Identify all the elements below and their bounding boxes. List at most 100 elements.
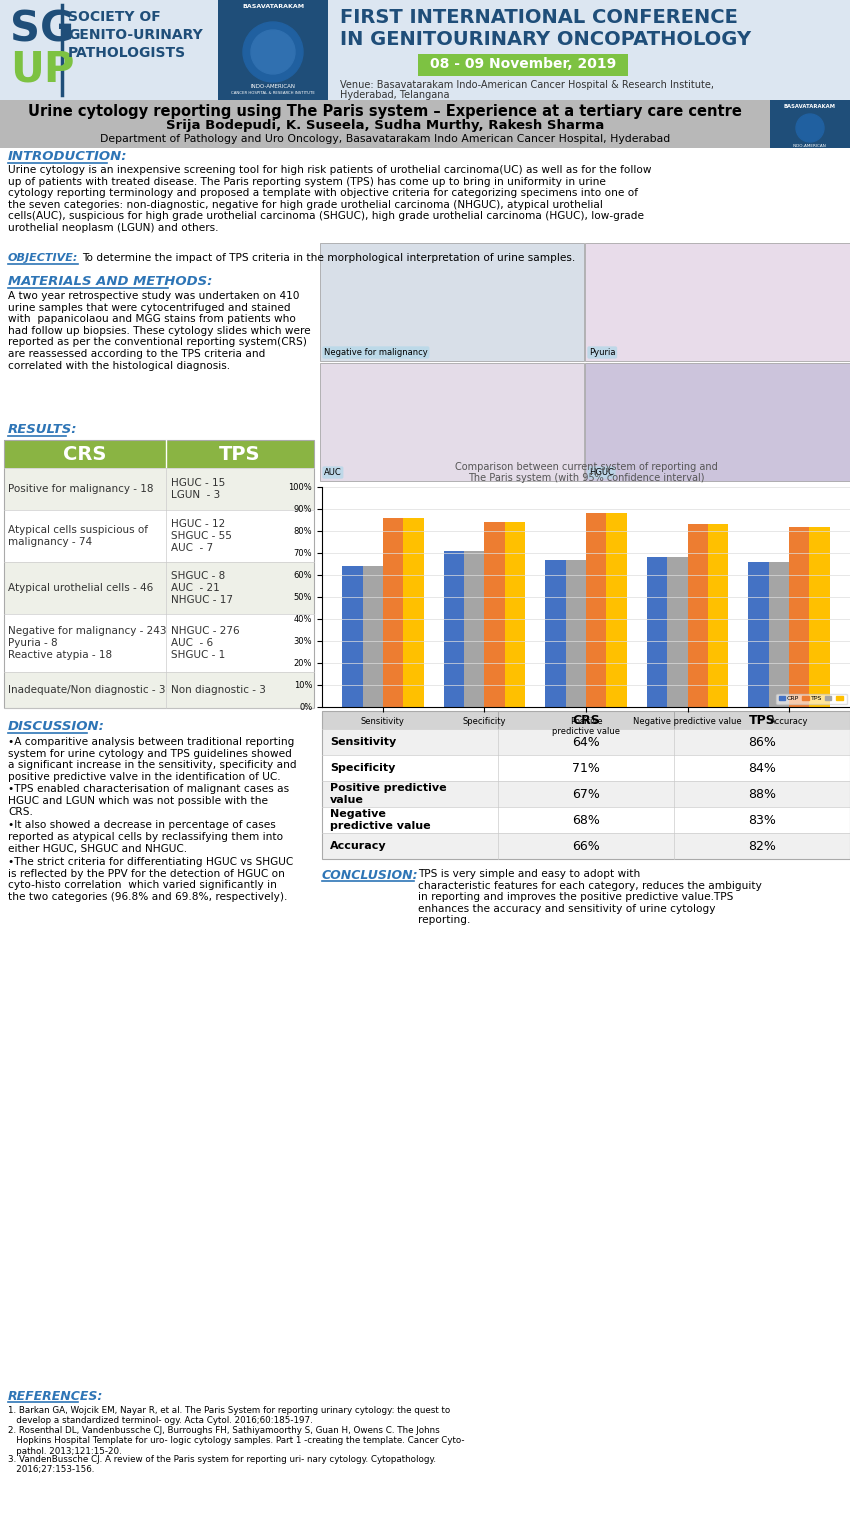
Text: 83%: 83% — [748, 814, 776, 826]
Text: INTRODUCTION:: INTRODUCTION: — [8, 150, 128, 163]
Text: 84%: 84% — [748, 761, 776, 775]
Bar — [218, 0, 328, 100]
Text: 08 - 09 November, 2019: 08 - 09 November, 2019 — [430, 58, 616, 71]
Text: Negative for malignancy - 243
Pyuria - 8
Reactive atypia - 18: Negative for malignancy - 243 Pyuria - 8… — [8, 626, 167, 659]
Bar — [464, 551, 484, 706]
Text: CRS: CRS — [63, 445, 107, 463]
Text: INDO-AMERICAN: INDO-AMERICAN — [251, 84, 296, 90]
Bar — [585, 363, 850, 482]
Text: Department of Pathology and Uro Oncology, Basavatarakam Indo American Cancer Hos: Department of Pathology and Uro Oncology… — [99, 134, 670, 144]
Text: 67%: 67% — [572, 787, 600, 801]
Text: Accuracy: Accuracy — [330, 842, 387, 851]
Bar — [166, 562, 314, 614]
Text: TPS: TPS — [749, 714, 775, 726]
Bar — [322, 755, 850, 781]
Bar — [322, 488, 850, 706]
Text: HGUC - 15
LGUN  - 3: HGUC - 15 LGUN - 3 — [171, 478, 225, 500]
Text: MATERIALS AND METHODS:: MATERIALS AND METHODS: — [8, 275, 212, 289]
Text: SG: SG — [10, 8, 74, 50]
Text: •It also showed a decrease in percentage of cases
reported as atypical cells by : •It also showed a decrease in percentage… — [8, 820, 283, 854]
Bar — [322, 711, 850, 860]
Bar — [809, 527, 830, 706]
Text: AUC: AUC — [324, 468, 342, 477]
Circle shape — [243, 21, 303, 82]
Text: UP: UP — [10, 49, 75, 90]
Bar — [770, 100, 850, 147]
Text: 68%: 68% — [572, 814, 600, 826]
Text: TPS: TPS — [219, 445, 261, 463]
Bar — [0, 100, 770, 147]
Text: Non diagnostic - 3: Non diagnostic - 3 — [171, 685, 266, 696]
Bar — [4, 441, 314, 708]
Text: 82%: 82% — [748, 840, 776, 852]
Text: Venue: Basavatarakam Indo-American Cancer Hospital & Research Institute,: Venue: Basavatarakam Indo-American Cance… — [340, 81, 714, 90]
Text: Negative
predictive value: Negative predictive value — [330, 810, 431, 831]
Text: SOCIETY OF: SOCIETY OF — [68, 11, 161, 24]
Bar — [4, 468, 166, 510]
Bar — [322, 729, 850, 755]
Text: Pyuria: Pyuria — [589, 348, 615, 357]
Bar — [4, 614, 166, 671]
Text: GENITO-URINARY: GENITO-URINARY — [68, 27, 203, 43]
Bar — [606, 513, 626, 706]
Bar — [444, 551, 464, 706]
Text: Positive predictive
value: Positive predictive value — [330, 784, 446, 805]
Text: Urine cytology reporting using The Paris system – Experience at a tertiary care : Urine cytology reporting using The Paris… — [28, 103, 742, 118]
Bar — [768, 562, 789, 706]
Text: INDO-AMERICAN: INDO-AMERICAN — [793, 144, 827, 147]
Text: 71%: 71% — [572, 761, 600, 775]
Text: •The strict criteria for differentiating HGUC vs SHGUC
is reflected by the PPV f: •The strict criteria for differentiating… — [8, 857, 293, 902]
Text: Positive for malignancy - 18: Positive for malignancy - 18 — [8, 485, 154, 494]
Bar — [586, 513, 606, 706]
Bar — [320, 243, 584, 362]
Text: HGUC - 12
SHGUC - 55
AUC  - 7: HGUC - 12 SHGUC - 55 AUC - 7 — [171, 519, 232, 553]
Bar — [403, 518, 423, 706]
Text: Specificity: Specificity — [330, 763, 395, 773]
Bar — [166, 614, 314, 671]
Text: 86%: 86% — [748, 735, 776, 749]
Bar — [322, 807, 850, 832]
Text: PATHOLOGISTS: PATHOLOGISTS — [68, 46, 186, 59]
Bar — [484, 523, 505, 706]
Text: 66%: 66% — [572, 840, 600, 852]
Text: 1. Barkan GA, Wojcik EM, Nayar R, et al. The Paris System for reporting urinary : 1. Barkan GA, Wojcik EM, Nayar R, et al.… — [8, 1407, 450, 1425]
Bar — [322, 711, 850, 729]
Bar — [343, 567, 363, 706]
Text: 2. Rosenthal DL, Vandenbussche CJ, Burroughs FH, Sathiyamoorthy S, Guan H, Owens: 2. Rosenthal DL, Vandenbussche CJ, Burro… — [8, 1426, 464, 1455]
Text: Hyderabad, Telangana: Hyderabad, Telangana — [340, 90, 450, 100]
Bar — [166, 441, 314, 468]
Bar — [166, 510, 314, 562]
Bar — [0, 0, 850, 100]
Text: RESULTS:: RESULTS: — [8, 422, 77, 436]
Text: 3. VandenBussche CJ. A review of the Paris system for reporting uri- nary cytolo: 3. VandenBussche CJ. A review of the Par… — [8, 1455, 436, 1475]
Bar — [4, 671, 166, 708]
Bar — [566, 559, 586, 706]
Text: REFERENCES:: REFERENCES: — [8, 1390, 104, 1404]
Text: A two year retrospective study was undertaken on 410
urine samples that were cyt: A two year retrospective study was under… — [8, 292, 310, 371]
Bar — [585, 243, 850, 362]
Bar — [4, 510, 166, 562]
Bar — [363, 567, 382, 706]
Bar — [320, 363, 584, 482]
Text: TPS is very simple and easy to adopt with
characteristic features for each categ: TPS is very simple and easy to adopt wit… — [418, 869, 762, 925]
Text: OBJECTIVE:: OBJECTIVE: — [8, 254, 78, 263]
Bar — [708, 524, 728, 706]
Text: Atypical cells suspicious of
malignancy - 74: Atypical cells suspicious of malignancy … — [8, 526, 148, 547]
Text: BASAVATARAKAM: BASAVATARAKAM — [242, 5, 304, 9]
Text: CANCER HOSPITAL & RESEARCH INSTITUTE: CANCER HOSPITAL & RESEARCH INSTITUTE — [231, 91, 315, 96]
Text: DISCUSSION:: DISCUSSION: — [8, 720, 105, 734]
Bar — [418, 55, 628, 76]
Text: Urine cytology is an inexpensive screening tool for high risk patients of urothe: Urine cytology is an inexpensive screeni… — [8, 166, 651, 232]
Circle shape — [796, 114, 824, 141]
Bar — [382, 518, 403, 706]
Text: 64%: 64% — [572, 735, 600, 749]
Text: •TPS enabled characterisation of malignant cases as
HGUC and LGUN which was not : •TPS enabled characterisation of maligna… — [8, 784, 289, 817]
Bar — [166, 468, 314, 510]
Bar — [322, 832, 850, 860]
Legend: CRP, TPS, , : CRP, TPS, , — [776, 694, 847, 703]
Text: Atypical urothelial cells - 46: Atypical urothelial cells - 46 — [8, 583, 153, 592]
Bar — [749, 562, 768, 706]
Bar — [4, 441, 166, 468]
Text: BASAVATARAKAM: BASAVATARAKAM — [784, 103, 836, 109]
Text: NHGUC - 276
AUC  - 6
SHGUC - 1: NHGUC - 276 AUC - 6 SHGUC - 1 — [171, 626, 240, 659]
